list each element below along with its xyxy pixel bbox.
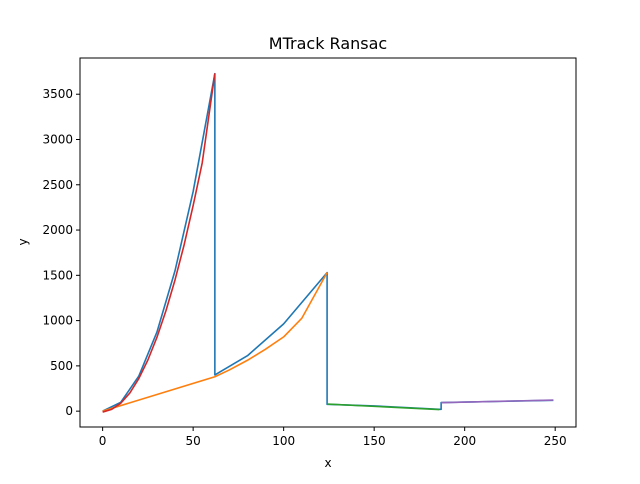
y-tick-label: 500: [50, 359, 73, 373]
y-tick-label: 2000: [42, 223, 73, 237]
series-line-3: [327, 403, 440, 411]
x-tick-label: 250: [544, 434, 567, 448]
series-line-5: [441, 399, 554, 404]
series-line-4: [102, 73, 216, 413]
y-tick-label: 1000: [42, 314, 73, 328]
x-tick-label: 50: [185, 434, 200, 448]
y-axis-label: y: [16, 238, 30, 245]
y-tick-label: 3500: [42, 87, 73, 101]
x-tick-label: 0: [99, 434, 107, 448]
x-tick-label: 100: [272, 434, 295, 448]
series-line-1: [102, 72, 554, 412]
y-tick-label: 3000: [42, 132, 73, 146]
x-tick-label: 200: [453, 434, 476, 448]
series-layer: [102, 72, 554, 413]
series-line-2: [102, 272, 328, 412]
x-axis-ticks: 0 50 100 150 200 250: [99, 427, 567, 448]
y-tick-label: 2500: [42, 178, 73, 192]
x-axis-label: x: [324, 456, 331, 470]
x-tick-label: 150: [363, 434, 386, 448]
y-axis-ticks: 0 500 1000 1500 2000 2500 3000 3500: [42, 87, 80, 418]
y-tick-label: 1500: [42, 268, 73, 282]
chart-title: MTrack Ransac: [269, 34, 387, 53]
plot-frame: [79, 57, 577, 428]
y-tick-label: 0: [65, 404, 73, 418]
